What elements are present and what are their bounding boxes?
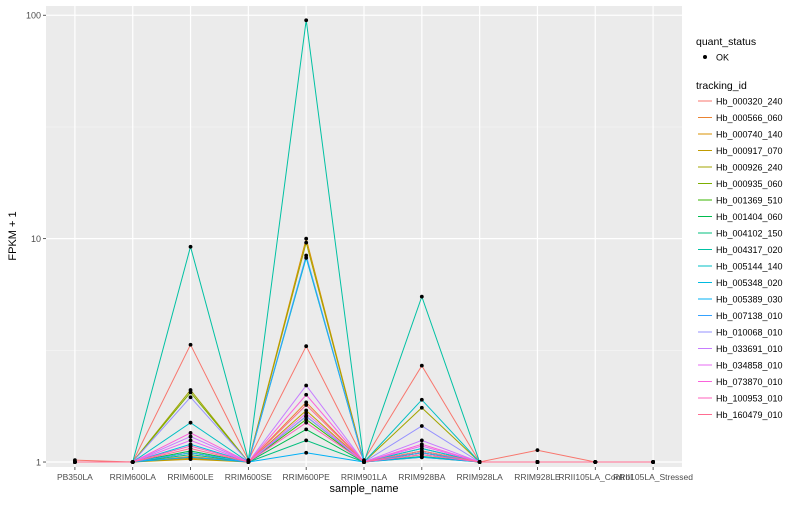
x-tick-label: RRIM600SE <box>225 472 273 482</box>
data-point <box>304 414 309 419</box>
data-point <box>419 363 424 368</box>
data-point <box>188 342 193 347</box>
data-point <box>419 397 424 402</box>
x-tick-label: RRIM600PE <box>283 472 331 482</box>
legend-series-label: Hb_007138_010 <box>716 311 783 321</box>
data-point <box>188 446 193 451</box>
data-point <box>304 344 309 349</box>
data-point <box>304 240 309 245</box>
data-point <box>188 244 193 249</box>
legend-series-label: Hb_000320_240 <box>716 97 783 107</box>
data-point <box>304 420 309 425</box>
data-point <box>304 392 309 397</box>
data-point <box>419 294 424 299</box>
data-point <box>304 403 309 407</box>
data-point <box>188 450 193 455</box>
legend-series-label: Hb_005144_140 <box>716 262 783 272</box>
legend-tracking-title: tracking_id <box>696 80 747 92</box>
legend-series-label: Hb_000917_070 <box>716 146 783 156</box>
data-point <box>419 438 424 443</box>
data-point <box>188 431 193 435</box>
x-tick-label: RRIM901LA <box>341 472 388 482</box>
x-tick-label: RRIM600LE <box>167 472 214 482</box>
x-axis-title: sample_name <box>329 483 398 495</box>
x-tick-label: RRIM928LA <box>456 472 503 482</box>
legend-series-label: Hb_000926_240 <box>716 163 783 173</box>
x-tick-label: PB350LA <box>57 472 93 482</box>
legend-series-label: Hb_005348_020 <box>716 278 783 288</box>
legend-series-label: Hb_001404_060 <box>716 212 783 222</box>
data-point <box>304 411 309 416</box>
data-point <box>304 450 309 455</box>
data-point <box>188 390 193 395</box>
legend: quant_status tracking_id OK Hb_000320_240… <box>696 36 783 420</box>
data-point <box>73 460 77 464</box>
data-point <box>419 449 424 453</box>
legend-series-label: Hb_100953_010 <box>716 394 783 404</box>
x-tick-label: RRIM928LE <box>514 472 561 482</box>
legend-series-label: Hb_160479_010 <box>716 410 783 420</box>
legend-series-label: Hb_010068_010 <box>716 328 783 338</box>
data-point <box>304 236 309 241</box>
legend-quant-title: quant_status <box>696 36 756 48</box>
data-point <box>304 18 309 23</box>
legend-series-label: Hb_001369_510 <box>716 196 783 206</box>
data-point <box>651 460 655 464</box>
data-point <box>130 460 135 464</box>
data-point <box>304 438 309 443</box>
data-point <box>304 417 309 422</box>
data-point <box>419 442 424 447</box>
legend-series-label: Hb_000935_060 <box>716 179 783 189</box>
y-tick-label: 1 <box>36 458 41 468</box>
x-tick-label: RRII105LA_Stressed <box>613 472 693 482</box>
x-tick-label: RRII105LA_Control <box>558 472 632 482</box>
data-point <box>188 455 193 460</box>
data-point <box>304 383 309 388</box>
data-point <box>304 427 309 432</box>
data-point <box>535 448 540 453</box>
data-point <box>477 460 482 464</box>
legend-quant-label: OK <box>716 53 729 63</box>
data-point <box>188 395 193 400</box>
data-point <box>419 452 424 457</box>
data-point <box>188 420 193 425</box>
data-point <box>362 460 366 464</box>
legend-series-label: Hb_004317_020 <box>716 245 783 255</box>
data-point <box>304 408 309 413</box>
y-axis-title: FPKM + 1 <box>7 211 19 260</box>
legend-series-label: Hb_005389_030 <box>716 295 783 305</box>
data-point <box>304 253 309 258</box>
data-point <box>419 424 424 428</box>
data-points <box>73 18 655 464</box>
legend-series-label: Hb_004102_150 <box>716 229 783 239</box>
data-point <box>246 460 251 464</box>
data-point <box>419 405 424 410</box>
legend-series-label: Hb_000740_140 <box>716 130 783 140</box>
y-tick-label: 10 <box>31 234 41 244</box>
data-point <box>188 434 193 439</box>
legend-series-label: Hb_000566_060 <box>716 113 783 123</box>
data-point <box>188 438 193 443</box>
data-point <box>593 460 598 464</box>
x-tick-label: RRIM600LA <box>110 472 157 482</box>
legend-series-label: Hb_034858_010 <box>716 361 783 371</box>
axes: 1 10 100 PB350LA RRIM600LA RRIM600LE RRIM600SE… <box>26 11 693 482</box>
x-tick-label: RRIM928BA <box>398 472 446 482</box>
legend-quant-key <box>703 55 707 59</box>
data-point <box>535 460 540 464</box>
legend-series-label: Hb_033691_010 <box>716 344 783 354</box>
legend-series-label: Hb_073870_010 <box>716 377 783 387</box>
data-point <box>419 455 424 460</box>
data-point <box>304 400 309 405</box>
y-tick-label: 100 <box>26 11 41 21</box>
